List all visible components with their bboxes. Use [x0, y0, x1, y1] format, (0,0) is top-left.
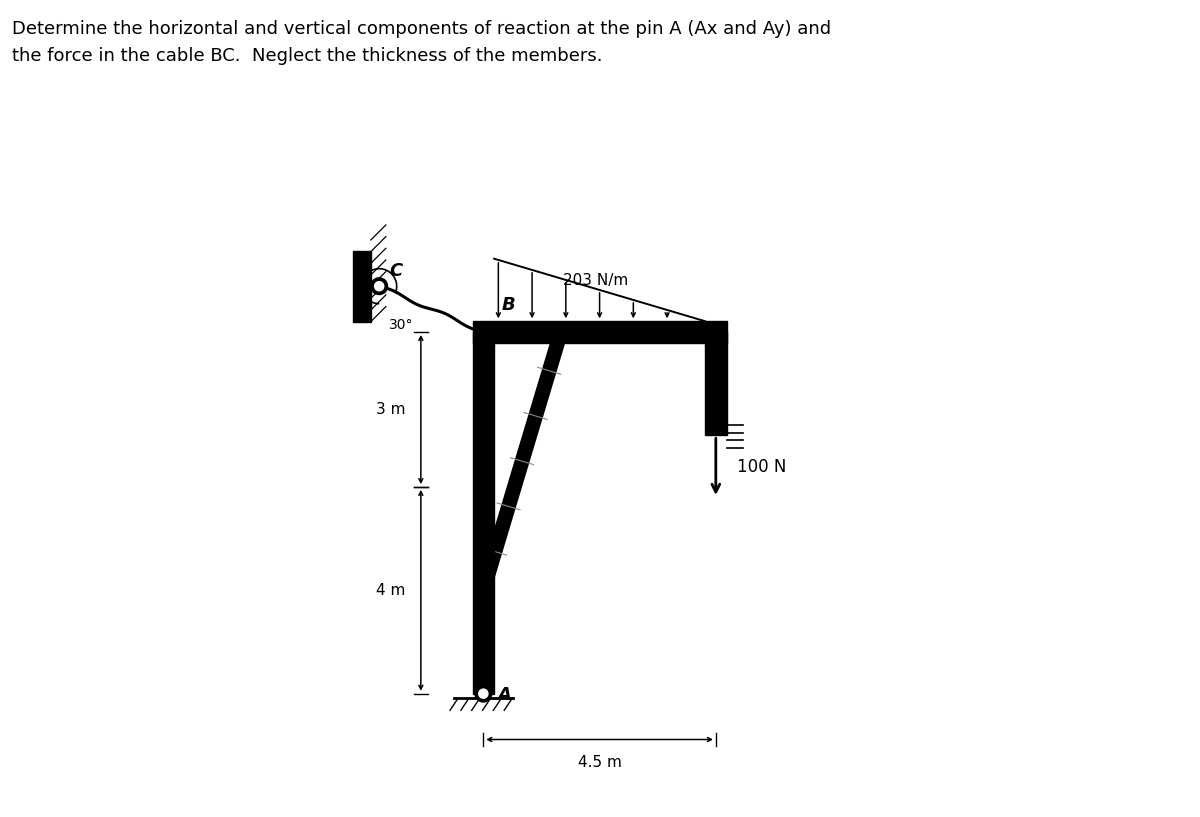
Polygon shape [476, 330, 568, 592]
Text: Determine the horizontal and vertical components of reaction at the pin A (Ax an: Determine the horizontal and vertical co… [12, 20, 832, 65]
Bar [353, 251, 371, 322]
Text: A: A [497, 686, 510, 704]
Circle shape [479, 689, 488, 699]
Text: 3 m: 3 m [377, 402, 406, 417]
Text: C: C [389, 261, 402, 279]
Polygon shape [473, 332, 494, 694]
Text: 100 N: 100 N [737, 458, 786, 476]
Circle shape [371, 278, 388, 295]
Text: 30°: 30° [389, 318, 414, 332]
Circle shape [374, 282, 384, 291]
Polygon shape [473, 321, 727, 343]
Text: 203 N/m: 203 N/m [564, 273, 629, 288]
Circle shape [475, 685, 492, 702]
Text: 4.5 m: 4.5 m [577, 755, 622, 770]
Text: 4 m: 4 m [377, 583, 406, 598]
Text: B: B [502, 296, 516, 314]
Polygon shape [704, 332, 727, 435]
